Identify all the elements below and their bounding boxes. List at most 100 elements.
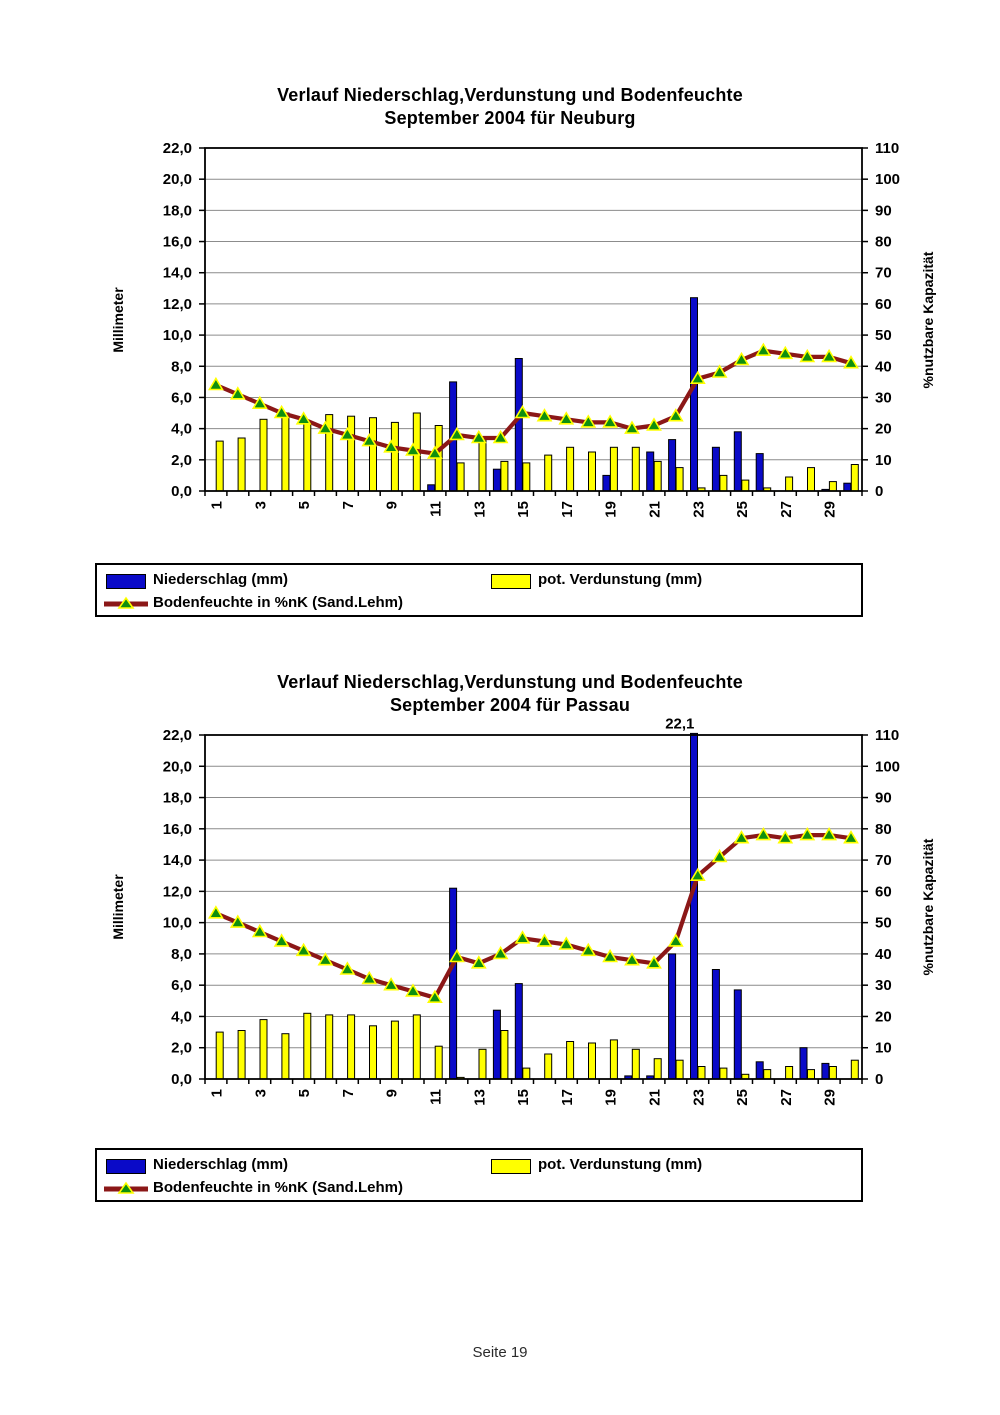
verdunstung-bar bbox=[850, 1059, 859, 1080]
bodenfeuchte-marker bbox=[821, 348, 838, 363]
niederschlag-swatch-icon bbox=[106, 1159, 146, 1174]
x-tick-label: 21 bbox=[647, 501, 664, 518]
y-left-tick-label: 0,0 bbox=[171, 1071, 192, 1088]
verdunstung-bar bbox=[237, 1030, 246, 1080]
y-left-tick-label: 22,0 bbox=[163, 140, 192, 157]
bodenfeuchte-marker bbox=[251, 395, 268, 409]
page-number: Seite 19 bbox=[472, 1344, 528, 1361]
niederschlag-bar bbox=[843, 482, 852, 492]
verdunstung-bar bbox=[303, 1012, 312, 1080]
verdunstung-bar bbox=[807, 467, 815, 492]
bodenfeuchte-marker bbox=[799, 348, 816, 363]
niederschlag-bar bbox=[711, 969, 720, 1080]
y-left-axis-title-passau: Millimeter bbox=[110, 874, 126, 940]
bodenfeuchte-marker bbox=[405, 983, 421, 997]
y-left-tick-label: 20,0 bbox=[163, 758, 192, 775]
verdunstung-bar bbox=[215, 1031, 224, 1080]
legend-label-verdunstung: pot. Verdunstung (mm) bbox=[538, 571, 703, 588]
niederschlag-bar bbox=[711, 446, 720, 492]
bodenfeuchte-marker bbox=[624, 952, 640, 966]
bodenfeuchte-marker bbox=[295, 942, 312, 957]
bodenfeuchte-marker bbox=[689, 867, 706, 881]
verdunstung-bar bbox=[259, 418, 268, 492]
verdunstung-bar bbox=[609, 446, 618, 492]
y-right-tick-label: 10 bbox=[875, 1040, 892, 1057]
verdunstung-bar bbox=[544, 454, 553, 492]
bodenfeuchte-marker bbox=[383, 977, 400, 991]
verdunstung-bar bbox=[281, 412, 290, 492]
bodenfeuchte-marker bbox=[492, 429, 509, 444]
bodenfeuchte-marker bbox=[405, 442, 421, 456]
bodenfeuchte-marker bbox=[843, 830, 859, 844]
bodenfeuchte-marker bbox=[273, 404, 290, 419]
y-right-tick-label: 90 bbox=[875, 202, 892, 219]
verdunstung-bar bbox=[237, 437, 246, 492]
x-tick-label: 13 bbox=[471, 1089, 488, 1106]
bodenfeuchte-marker bbox=[733, 351, 750, 366]
verdunstung-bar bbox=[588, 1042, 596, 1080]
bodenfeuchte-marker bbox=[492, 945, 509, 960]
niederschlag-swatch-icon bbox=[106, 574, 146, 589]
bodenfeuchte-marker bbox=[207, 905, 224, 919]
y-left-tick-label: 8,0 bbox=[171, 358, 192, 375]
verdunstung-bar bbox=[390, 421, 399, 492]
verdunstung-bar bbox=[653, 1058, 662, 1080]
bodenfeuchte-marker bbox=[602, 414, 619, 428]
bodenfeuchte-marker bbox=[514, 930, 531, 944]
y-left-tick-label: 10,0 bbox=[163, 915, 192, 932]
bodenfeuchte-marker bbox=[580, 942, 597, 957]
bodenfeuchte-marker bbox=[777, 830, 794, 844]
niederschlag-bar bbox=[668, 953, 677, 1080]
y-left-tick-label: 6,0 bbox=[171, 977, 192, 994]
bodenfeuchte-marker bbox=[273, 933, 290, 947]
y-right-tick-label: 60 bbox=[875, 296, 892, 313]
verdunstung-bar bbox=[850, 464, 859, 492]
verdunstung-bar bbox=[828, 1066, 837, 1080]
bodenfeuchte-marker bbox=[580, 414, 597, 428]
verdunstung-bar bbox=[369, 1025, 377, 1080]
verdunstung-bar bbox=[303, 423, 312, 492]
y-right-tick-label: 100 bbox=[875, 758, 900, 775]
verdunstung-bar bbox=[697, 1066, 706, 1080]
bodenfeuchte-marker bbox=[229, 914, 246, 928]
x-tick-label: 19 bbox=[603, 1089, 620, 1106]
verdunstung-bar bbox=[741, 479, 750, 492]
bodenfeuchte-marker bbox=[843, 355, 859, 369]
y-right-tick-label: 70 bbox=[875, 265, 892, 282]
niederschlag-bar bbox=[821, 1062, 830, 1080]
x-tick-label: 11 bbox=[427, 1089, 444, 1105]
x-tick-label: 7 bbox=[340, 1089, 357, 1097]
y-right-tick-label: 100 bbox=[875, 171, 900, 188]
y-right-tick-label: 0 bbox=[875, 1071, 883, 1088]
verdunstung-bar bbox=[522, 462, 531, 492]
x-tick-label: 29 bbox=[822, 501, 839, 518]
niederschlag-bar bbox=[755, 453, 764, 492]
niederschlag-bar bbox=[492, 1009, 501, 1080]
y-right-tick-label: 60 bbox=[875, 883, 892, 900]
bodenfeuchte-marker bbox=[361, 433, 378, 447]
verdunstung-bar bbox=[259, 1019, 268, 1080]
x-tick-label: 23 bbox=[690, 1089, 707, 1106]
data-label: 22,1 bbox=[665, 715, 694, 732]
verdunstung-bar bbox=[434, 1045, 443, 1080]
x-tick-label: 9 bbox=[384, 1089, 401, 1097]
chart-title-neuburg-line2: September 2004 für Neuburg bbox=[384, 108, 636, 128]
x-tick-label: 25 bbox=[734, 1089, 751, 1106]
x-tick-label: 3 bbox=[252, 501, 269, 509]
y-right-tick-label: 40 bbox=[875, 946, 892, 963]
verdunstung-bar bbox=[675, 1059, 684, 1080]
bodenfeuchte-marker bbox=[624, 420, 640, 434]
y-right-tick-label: 110 bbox=[875, 140, 899, 157]
x-tick-label: 17 bbox=[559, 501, 576, 518]
y-right-tick-label: 80 bbox=[875, 821, 892, 838]
verdunstung-bar bbox=[653, 460, 662, 492]
y-left-tick-label: 18,0 bbox=[163, 202, 192, 219]
x-tick-label: 1 bbox=[208, 501, 225, 509]
y-left-tick-label: 14,0 bbox=[163, 265, 192, 282]
verdunstung-bar bbox=[828, 481, 837, 492]
bodenfeuchte-marker bbox=[207, 376, 224, 391]
niederschlag-bar bbox=[449, 887, 458, 1080]
bodenfeuchte-marker bbox=[448, 948, 465, 963]
bodenfeuchte-marker bbox=[339, 426, 356, 441]
